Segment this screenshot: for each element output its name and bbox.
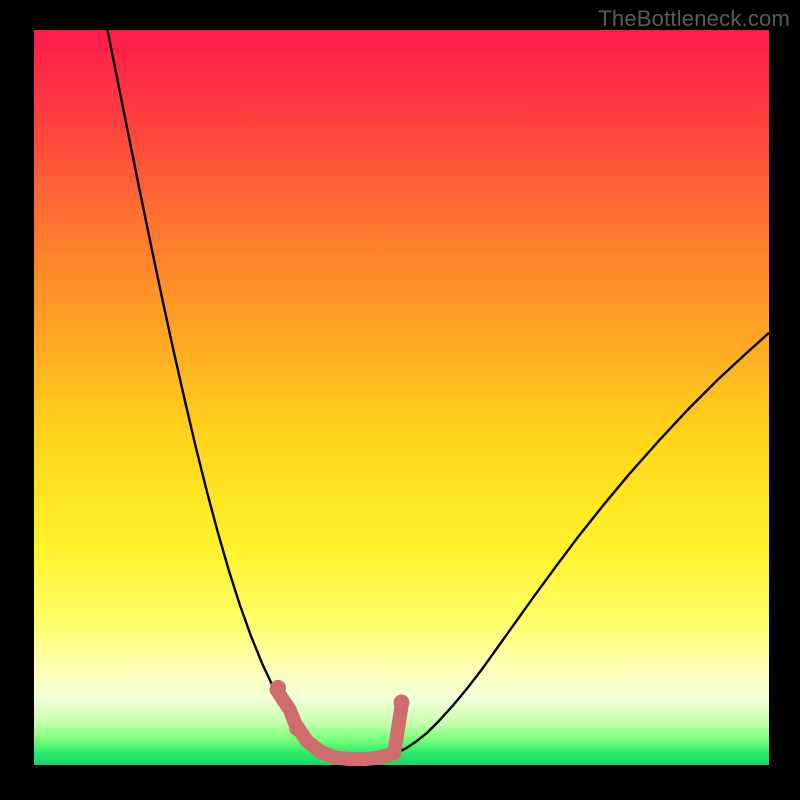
- bottleneck-chart: [0, 0, 800, 800]
- watermark-text: TheBottleneck.com: [598, 6, 790, 32]
- plot-area: [34, 30, 769, 765]
- highlight-dot: [270, 680, 286, 696]
- chart-container: TheBottleneck.com: [0, 0, 800, 800]
- highlight-dot: [394, 695, 410, 711]
- highlight-dot: [289, 720, 305, 736]
